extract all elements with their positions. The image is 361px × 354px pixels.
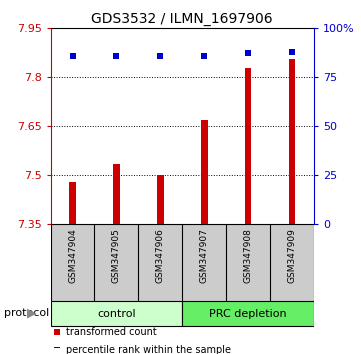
Bar [51,301,182,326]
Point [157,53,163,59]
Text: GSM347904: GSM347904 [68,228,77,283]
Bar [289,59,295,224]
Text: protocol: protocol [4,308,49,318]
Text: GSM347908: GSM347908 [244,228,253,283]
Title: GDS3532 / ILMN_1697906: GDS3532 / ILMN_1697906 [91,12,273,26]
Point [113,53,119,59]
Text: ▶: ▶ [27,307,37,320]
Text: percentile rank within the sample: percentile rank within the sample [66,345,231,354]
Text: GSM347909: GSM347909 [288,228,297,283]
Point [245,50,251,56]
Point [201,53,207,59]
Text: GSM347907: GSM347907 [200,228,209,283]
Text: GSM347906: GSM347906 [156,228,165,283]
Point [289,49,295,55]
Text: PRC depletion: PRC depletion [209,309,287,319]
Bar [157,175,164,224]
Bar [182,301,314,326]
Bar [113,164,120,224]
Point [70,53,75,59]
Text: transformed count: transformed count [66,327,157,337]
Point [54,347,60,353]
Text: control: control [97,309,136,319]
Text: GSM347905: GSM347905 [112,228,121,283]
Bar [69,182,76,224]
Point [54,330,60,335]
Bar [245,68,252,224]
Bar [201,120,208,224]
